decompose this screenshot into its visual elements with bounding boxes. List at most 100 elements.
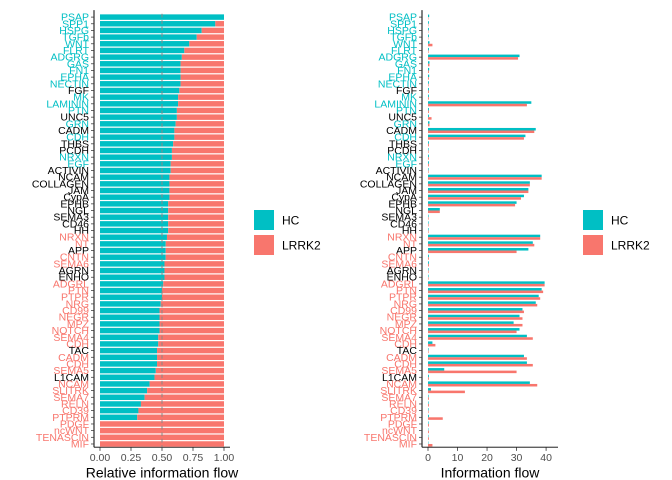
bar-hc-ncam bbox=[100, 174, 170, 180]
bar-lrrk2-tenascin bbox=[100, 434, 224, 441]
y-tick-label: PSAP bbox=[61, 12, 89, 24]
y-tick-label: NOTCH bbox=[52, 325, 89, 337]
y-tick-label: ADGRL bbox=[381, 278, 417, 290]
y-tick-label: TGFb bbox=[390, 32, 417, 44]
bar-hc-sema3 bbox=[428, 214, 429, 218]
bar-lrrk2-sema3 bbox=[428, 217, 429, 220]
bar-hc-enho bbox=[428, 274, 429, 278]
bar-lrrk2-slitrk bbox=[428, 390, 465, 394]
bar-lrrk2-ncwnt bbox=[100, 427, 224, 434]
x-tick-label: 0.50 bbox=[152, 452, 173, 464]
bar-hc-ncam bbox=[428, 174, 542, 178]
information-flow-chart: PSAPSPP1HSPGTGFbWNTFLRTADGRGGASFN1EPHANE… bbox=[360, 10, 558, 480]
y-tick-label: SEMA4 bbox=[53, 332, 89, 344]
bar-lrrk2-sema5 bbox=[155, 367, 224, 374]
bar-lrrk2-nt bbox=[165, 241, 224, 247]
y-tick-label: EPHA bbox=[388, 72, 417, 84]
y-tick-label: SLITRK bbox=[52, 385, 89, 397]
y-tick-label: ADGRG bbox=[378, 52, 417, 64]
bar-hc-ptpr bbox=[100, 294, 162, 300]
bar-hc-hh bbox=[428, 228, 429, 231]
x-tick-label: 1.00 bbox=[214, 452, 235, 464]
y-tick-label: GRN bbox=[66, 118, 89, 130]
y-tick-label: PDGF bbox=[388, 418, 417, 430]
y-tick-label: NCAM bbox=[58, 378, 89, 390]
information-flow-legend: HC LRRK2 bbox=[583, 210, 650, 255]
y-tick-label: ENHO bbox=[59, 272, 89, 284]
y-tick-label: APP bbox=[68, 245, 89, 257]
y-tick-label: NECTIN bbox=[378, 78, 417, 90]
bar-hc-pcdh bbox=[428, 147, 429, 151]
bar-lrrk2-mpz bbox=[428, 323, 523, 327]
y-tick-label: SLITRK bbox=[380, 385, 417, 397]
bar-lrrk2-tac bbox=[157, 347, 224, 354]
y-tick-label: CDH bbox=[394, 338, 417, 350]
bar-hc-cdh bbox=[100, 341, 159, 347]
bar-lrrk2-cd46 bbox=[428, 223, 429, 227]
legend-label-hc: HC bbox=[282, 214, 300, 228]
bar-hc-pdgf bbox=[428, 421, 429, 424]
bar-lrrk2-negr bbox=[159, 314, 224, 320]
y-tick-label: NCAM bbox=[386, 172, 417, 184]
bar-lrrk2-jam bbox=[169, 187, 224, 194]
x-tick-label: 10 bbox=[452, 452, 464, 464]
bar-lrrk2-fgf bbox=[179, 87, 224, 94]
bar-hc-cdh bbox=[100, 361, 158, 367]
bar-hc-egf bbox=[428, 161, 429, 164]
bar-hc-sema7 bbox=[100, 394, 145, 401]
bar-lrrk2-cntn bbox=[165, 254, 224, 260]
y-tick-label: GRN bbox=[394, 118, 417, 130]
y-tick-label: SPP1 bbox=[390, 18, 417, 30]
bar-hc-sema6 bbox=[428, 261, 429, 264]
bar-lrrk2-nectin bbox=[428, 83, 429, 87]
y-tick-label: ADGRG bbox=[50, 52, 89, 64]
y-tick-label: SEMA5 bbox=[381, 365, 417, 377]
bar-lrrk2-reln bbox=[428, 403, 429, 407]
bar-hc-cdh bbox=[428, 134, 526, 138]
bar-hc-nrg bbox=[428, 301, 536, 304]
bar-lrrk2-sema7 bbox=[144, 394, 224, 401]
y-tick-label: GAS bbox=[395, 58, 417, 70]
bar-hc-l1cam bbox=[100, 374, 155, 381]
bar-lrrk2-collagen bbox=[428, 183, 530, 187]
y-tick-label: SEMA4 bbox=[381, 332, 417, 344]
bar-lrrk2-nrg bbox=[428, 303, 538, 307]
y-tick-label: FN1 bbox=[69, 65, 89, 77]
bar-lrrk2-sema6 bbox=[164, 261, 224, 267]
bar-lrrk2-wnt bbox=[189, 41, 224, 47]
bar-hc-sema4 bbox=[100, 334, 159, 340]
legend-swatch-hc bbox=[583, 210, 603, 230]
y-tick-label: NRG bbox=[394, 298, 417, 310]
bar-hc-negr bbox=[100, 314, 160, 320]
bar-lrrk2-l1cam bbox=[428, 377, 429, 380]
bar-hc-cd39 bbox=[428, 408, 429, 411]
bar-hc-notch bbox=[100, 327, 160, 334]
bar-hc-app bbox=[100, 247, 166, 254]
bar-lrrk2-thbs bbox=[428, 143, 429, 147]
bar-lrrk2-ncam bbox=[428, 383, 538, 387]
bar-lrrk2-ngl bbox=[428, 210, 440, 214]
bar-hc-cd46 bbox=[428, 221, 429, 224]
y-tick-label: NT bbox=[403, 238, 418, 250]
bar-lrrk2-cypa bbox=[169, 194, 224, 200]
bar-hc-spp1 bbox=[428, 21, 429, 24]
y-tick-label: PTPR bbox=[389, 292, 417, 304]
bar-hc-ngl bbox=[428, 207, 440, 211]
bar-hc-jam bbox=[100, 187, 170, 194]
bar-hc-psap bbox=[428, 14, 430, 18]
y-tick-label: PDGF bbox=[60, 418, 89, 430]
y-tick-label: NGL bbox=[67, 205, 89, 217]
bar-lrrk2-gas bbox=[180, 61, 224, 67]
bar-hc-ptn bbox=[100, 107, 177, 114]
bar-lrrk2-notch bbox=[428, 330, 517, 334]
y-tick-label: PTN bbox=[68, 285, 89, 297]
bar-lrrk2-epha bbox=[180, 74, 224, 80]
bar-lrrk2-jam bbox=[428, 190, 529, 194]
bar-lrrk2-spp1 bbox=[215, 21, 224, 27]
bar-hc-activin bbox=[100, 167, 171, 174]
bar-hc-cd39 bbox=[100, 407, 139, 414]
y-tick-label: NT bbox=[75, 238, 90, 250]
y-tick-label: ENHO bbox=[387, 272, 417, 284]
bar-lrrk2-fn1 bbox=[180, 67, 224, 74]
